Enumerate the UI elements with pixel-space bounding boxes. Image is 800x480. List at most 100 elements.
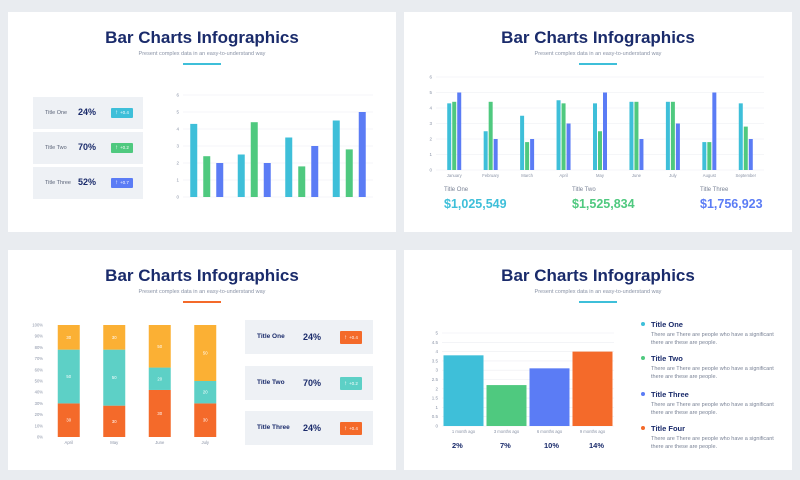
y-tick-label: 0: [176, 195, 179, 200]
stat-title: Title One: [444, 187, 469, 193]
y-tick-label: 1: [435, 405, 438, 410]
legend-dot: [641, 392, 645, 396]
bar-segment: [57, 349, 80, 404]
bar-segment: [57, 325, 80, 350]
x-tick-label: April: [65, 440, 73, 445]
stat-one: Title One $1,025,549: [444, 187, 507, 211]
y-tick-label: 6: [176, 93, 179, 98]
bar-segment: [103, 325, 126, 350]
bar: [520, 115, 525, 170]
bar: [332, 120, 340, 197]
segment-label: 50: [112, 375, 117, 380]
y-tick-label: 5: [435, 331, 438, 336]
stat-label: Title Two: [45, 145, 67, 151]
segment-label: 30: [112, 335, 117, 340]
x-tick-label: May: [110, 440, 119, 445]
bar: [707, 142, 712, 170]
arrow-up-icon: ↑: [344, 335, 348, 341]
slide-1: Bar Charts Infographics Present complex …: [8, 12, 396, 232]
bar: [670, 101, 675, 170]
y-tick-label: 0: [435, 424, 438, 429]
y-tick-label: 0.5: [432, 414, 439, 419]
x-tick-label: June: [155, 440, 165, 445]
bar: [665, 101, 670, 170]
stat-box-3: Title Three 24% ↑ +0.4: [245, 411, 373, 445]
stat-label: Title Three: [257, 424, 290, 431]
stat-three: Title Three $1,756,923: [700, 187, 763, 211]
bar: [447, 103, 452, 170]
segment-label: 30: [66, 335, 71, 340]
bar-chart-1: 0 1 2 3 4 5 6: [176, 93, 373, 200]
x-tick-label: April: [559, 173, 567, 178]
x-tick-label: September: [736, 173, 757, 178]
bar: [250, 122, 258, 197]
percent-label-4: 14%: [589, 441, 605, 450]
stat-badge: ↑ +0.2: [111, 143, 133, 153]
slide-subtitle: Present complex data in an easy-to-under…: [534, 289, 662, 295]
x-tick-label: January: [447, 173, 463, 178]
bar: [311, 146, 319, 197]
stat-label: Title One: [45, 110, 68, 116]
arrow-up-icon: ↑: [115, 145, 119, 151]
percent-label-3: 10%: [544, 441, 560, 450]
y-tick-label: 80%: [35, 345, 44, 350]
bar: [738, 103, 743, 170]
y-tick-label: 2: [429, 137, 432, 142]
title-underline: [579, 63, 617, 65]
stat-box-3: Title Three 52% ↑ +0.7: [33, 167, 143, 199]
legend-dot: [641, 426, 645, 430]
stacked-bar-chart: 0% 10% 20% 30% 40% 50% 60% 70% 80% 90% 100% 30 50 30 A…: [32, 323, 217, 445]
stat-two: Title Two $1,525,834: [572, 187, 635, 211]
stat-percent: 52%: [78, 177, 97, 187]
segment-label: 50: [203, 351, 208, 356]
bar: [634, 101, 639, 170]
title-underline: [183, 63, 221, 65]
y-tick-label: 4.5: [432, 340, 439, 345]
y-tick-label: 2.5: [432, 377, 439, 382]
slide-subtitle: Present complex data in an easy-to-under…: [534, 51, 662, 57]
legend-desc: There are There are people who have a si…: [651, 366, 774, 380]
x-tick-label: 3 months ago: [494, 429, 520, 434]
legend-dot: [641, 356, 645, 360]
y-tick-label: 90%: [35, 334, 44, 339]
bar: [743, 126, 748, 170]
stat-percent: 70%: [303, 378, 322, 388]
x-tick-label: 1 month ago: [452, 429, 476, 434]
bar: [483, 131, 488, 170]
bar: [529, 368, 570, 426]
slide-4: Bar Charts Infographics Present complex …: [404, 250, 792, 470]
y-tick-label: 6: [429, 75, 432, 80]
bar-segment: [194, 403, 217, 437]
bar: [358, 112, 366, 197]
arrow-up-icon: ↑: [115, 110, 119, 116]
legend-title: Title Two: [651, 354, 683, 363]
x-tick-label: July: [202, 440, 210, 445]
slide-2: Bar Charts Infographics Present complex …: [404, 12, 792, 232]
percent-label-2: 7%: [500, 441, 511, 450]
legend-title: Title Four: [651, 424, 686, 433]
bar-chart-2: 0 1 2 3 4 5 6 January February March April May June J…: [429, 75, 764, 178]
segment-label: 20: [203, 390, 208, 395]
bar: [486, 385, 527, 426]
percent-label-1: 2%: [452, 441, 463, 450]
bar: [457, 92, 462, 170]
stat-box-2: Title Two 70% ↑ +0.2: [33, 132, 143, 164]
stat-percent: 24%: [303, 423, 322, 433]
legend-dot: [641, 322, 645, 326]
bar-segment: [194, 381, 217, 404]
bar-segment: [103, 349, 126, 406]
stat-value: $1,756,923: [700, 197, 763, 211]
bar-segment: [103, 405, 126, 437]
bar: [298, 166, 306, 197]
y-tick-label: 1: [429, 152, 432, 157]
stat-badge: ↑ +0.4: [111, 108, 133, 118]
segment-label: 50: [157, 344, 162, 349]
slide-3: Bar Charts Infographics Present complex …: [8, 250, 396, 470]
stat-label: Title Two: [257, 379, 285, 386]
bar-segment: [148, 389, 171, 437]
stat-badge: ↑ +0.2: [340, 377, 362, 390]
segment-label: 30: [112, 419, 117, 424]
stat-value: $1,025,549: [444, 197, 507, 211]
x-tick-label: August: [703, 173, 717, 178]
bar: [216, 163, 224, 197]
